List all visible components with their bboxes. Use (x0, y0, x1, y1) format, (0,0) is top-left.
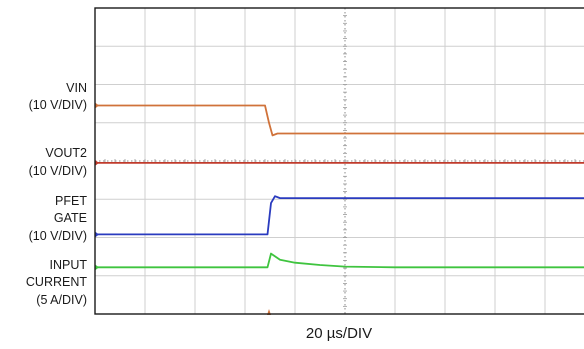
vout2-scale: (10 V/DIV) (29, 164, 87, 178)
channel-marker (95, 231, 99, 238)
channel-marker (95, 102, 99, 109)
pfet-gate-trace (95, 195, 584, 236)
pfet-label-line2: GATE (54, 211, 87, 225)
current-scale: (5 A/DIV) (36, 293, 87, 307)
vin-label: VIN (66, 81, 87, 95)
vout2-label: VOUT2 (45, 146, 87, 160)
grid (95, 8, 584, 315)
pfet-label-line1: PFET (55, 194, 87, 208)
x-axis-label: 20 µs/DIV (306, 325, 372, 342)
current-label-line2: CURRENT (26, 275, 87, 289)
vin-trace (95, 104, 584, 137)
plot-frame (94, 7, 584, 315)
current-label-line1: INPUT (50, 258, 88, 272)
pfet-scale: (10 V/DIV) (29, 229, 87, 243)
vin-scale: (10 V/DIV) (29, 98, 87, 112)
traces (95, 102, 584, 271)
input-current-trace (95, 252, 584, 269)
channel-marker (95, 264, 99, 271)
channel-labels: VIN (10 V/DIV) VOUT2 (10 V/DIV) PFET GAT… (26, 81, 87, 307)
channel-marker (95, 159, 99, 166)
